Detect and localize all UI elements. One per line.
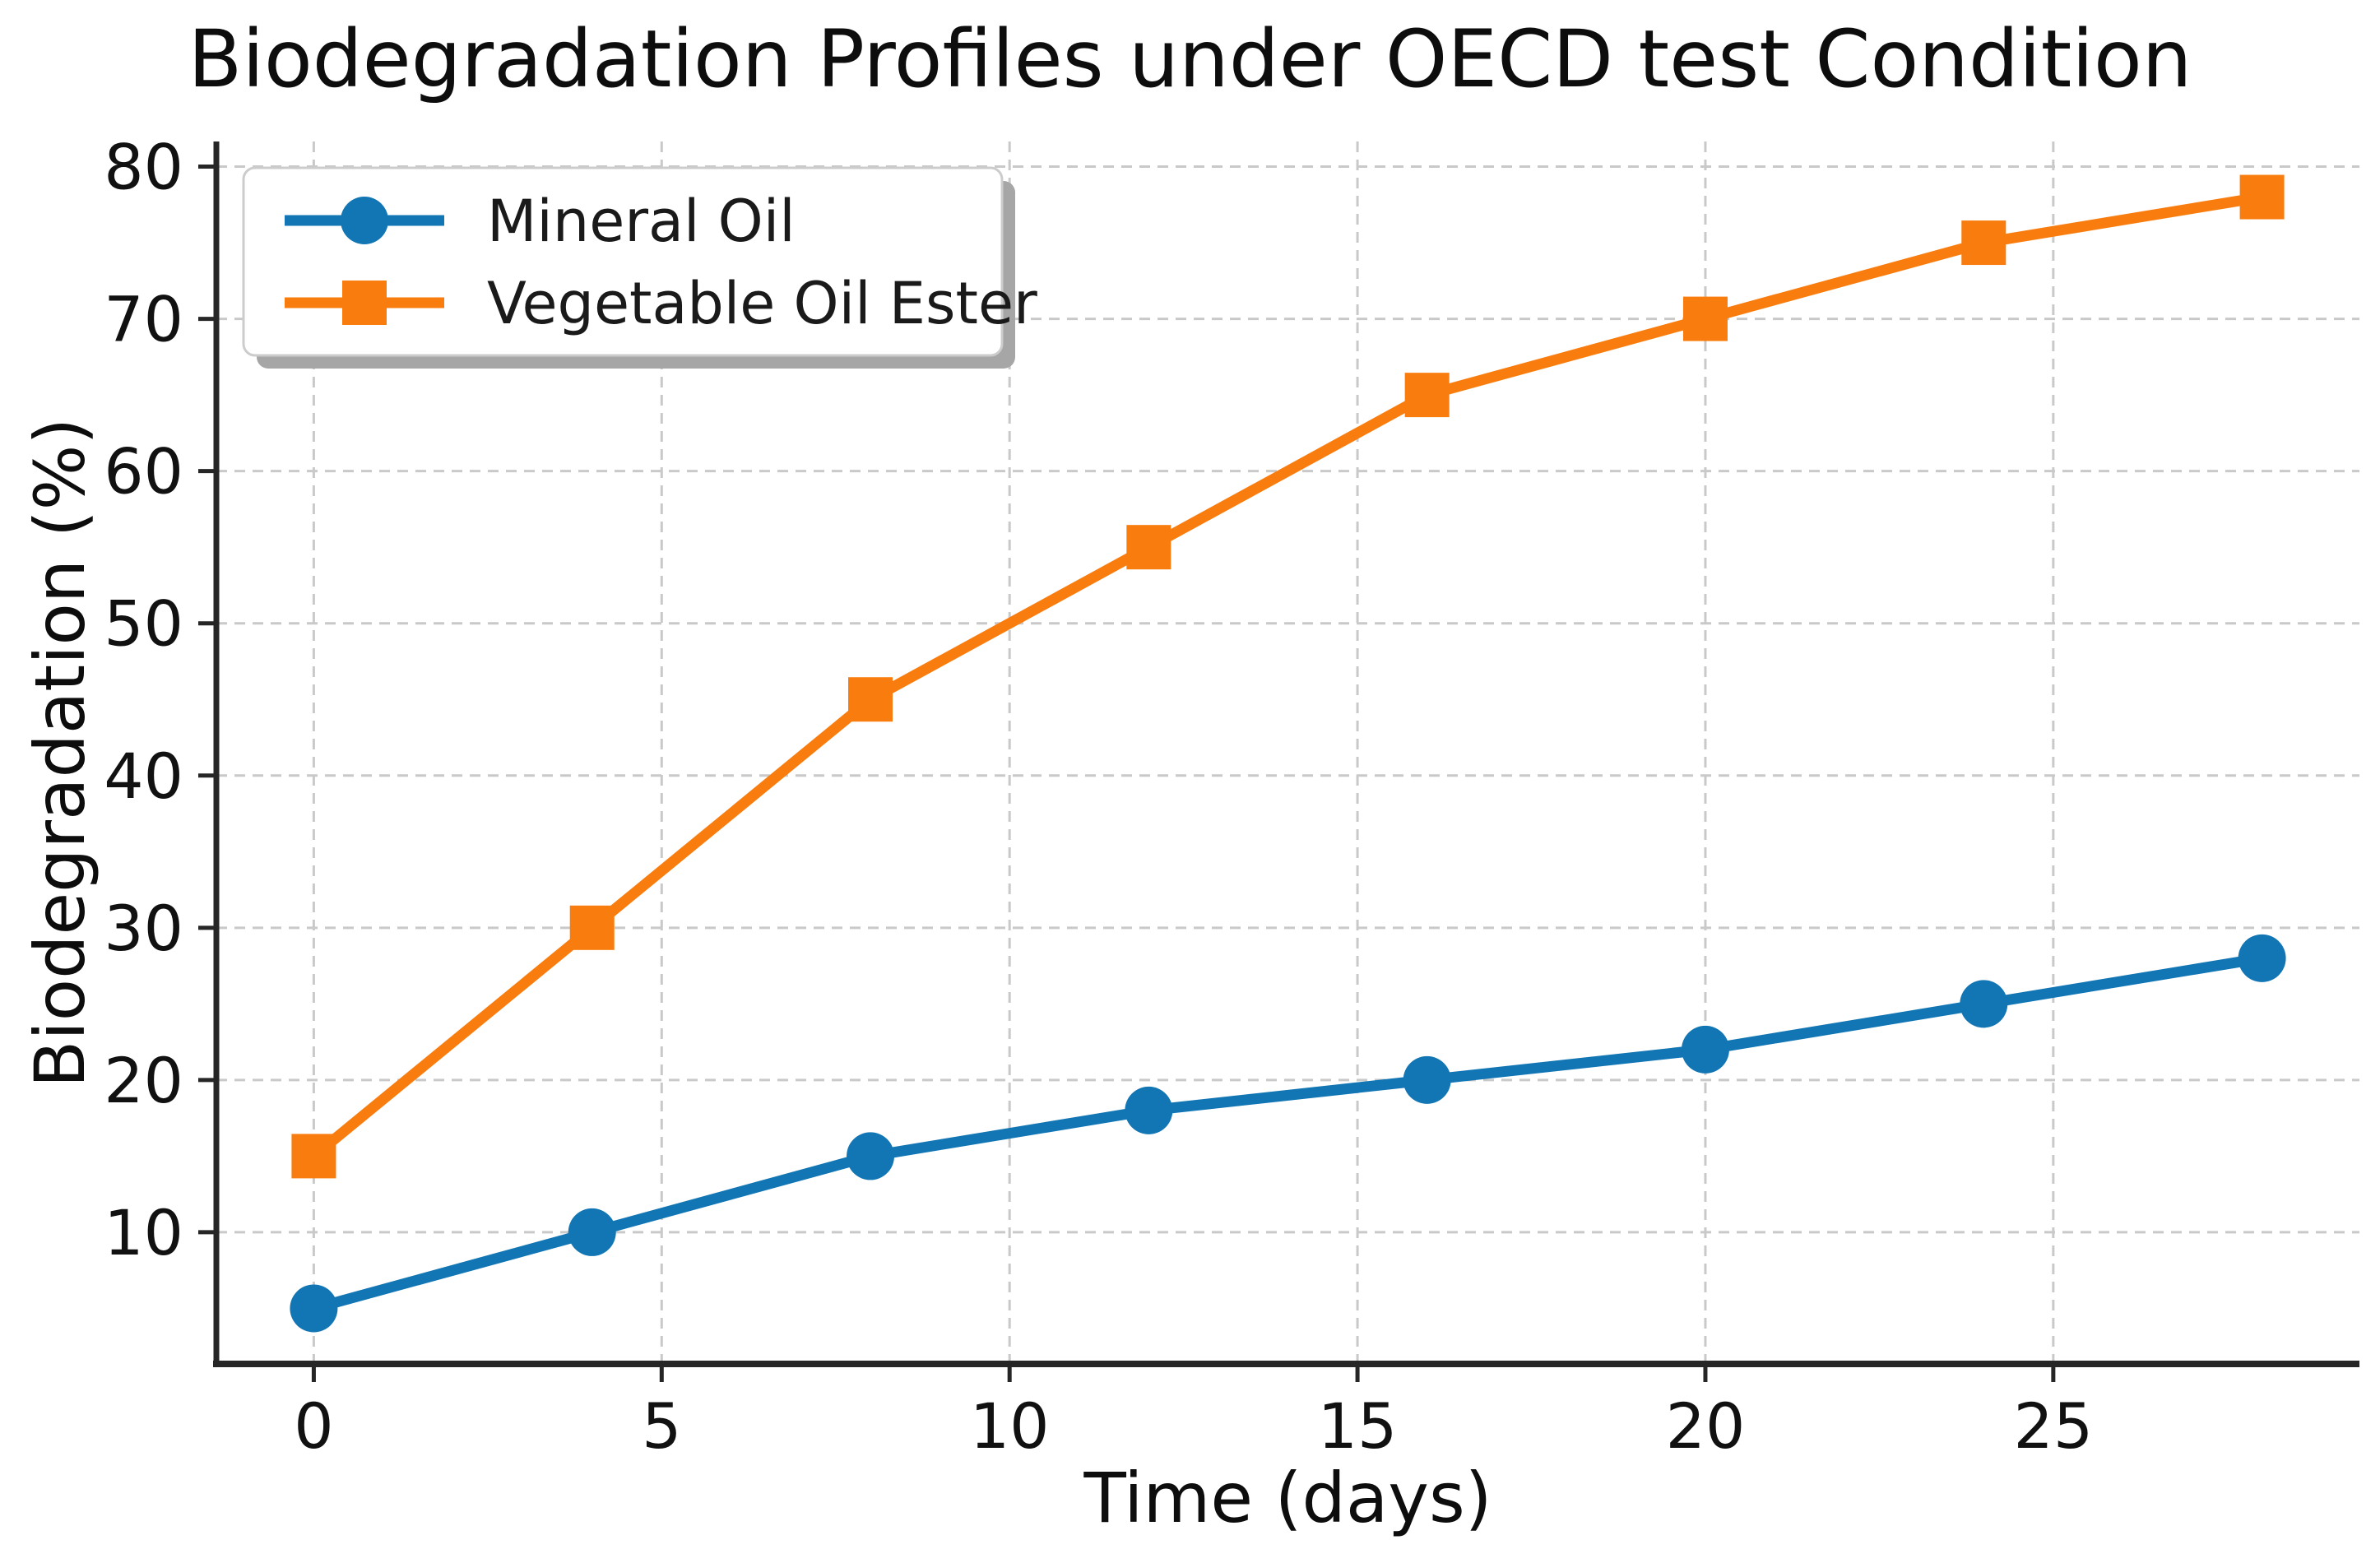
x-tick-label: 25 [2013,1389,2093,1463]
marker-square-vegetable-oil-ester [1404,373,1450,418]
y-tick-label: 20 [104,1044,183,1117]
legend-marker-circle-mineral-oil [341,197,388,244]
series-line-vegetable-oil-ester [308,192,2268,1162]
y-tick-label: 10 [104,1196,183,1269]
marker-square-vegetable-oil-ester [848,677,893,722]
marker-circle-mineral-oil [1125,1086,1173,1134]
marker-circle-mineral-oil [568,1208,616,1256]
x-tick-label: 10 [970,1389,1050,1463]
legend-label-mineral-oil: Mineral Oil [487,188,796,255]
marker-square-vegetable-oil-ester [291,1134,336,1179]
marker-square-vegetable-oil-ester [1682,296,1728,341]
marker-square-vegetable-oil-ester [2239,174,2285,220]
marker-circle-mineral-oil [1960,980,2008,1028]
marker-square-vegetable-oil-ester [1126,525,1171,570]
y-tick-label: 40 [104,740,183,813]
x-tick-label: 0 [294,1389,333,1463]
y-tick-label: 60 [104,435,183,508]
marker-square-vegetable-oil-ester [1961,220,2007,266]
marker-circle-mineral-oil [1681,1025,1729,1074]
x-tick-label: 20 [1666,1389,1746,1463]
marker-circle-mineral-oil [847,1132,895,1180]
legend-box [242,166,1004,357]
x-tick-label: 15 [1318,1389,1398,1463]
marker-circle-mineral-oil [1403,1055,1451,1104]
chart-title: Biodegradation Profiles under OECD test … [188,13,2192,105]
x-axis-label: Time (days) [1083,1458,1492,1538]
series-line-mineral-oil [308,953,2268,1314]
y-tick-label: 80 [104,131,183,204]
x-tick-label: 5 [642,1389,681,1463]
marker-square-vegetable-oil-ester [569,905,615,950]
y-tick-label: 50 [104,587,183,661]
marker-circle-mineral-oil [2238,934,2286,982]
y-tick-label: 70 [104,283,183,356]
legend-marker-square-vegetable-oil-ester [342,281,387,325]
legend-label-vegetable-oil-ester: Vegetable Oil Ester [487,270,1037,337]
y-axis-label: Biodegradation (%) [20,417,100,1088]
marker-circle-mineral-oil [290,1284,338,1333]
y-tick-label: 30 [104,892,183,965]
